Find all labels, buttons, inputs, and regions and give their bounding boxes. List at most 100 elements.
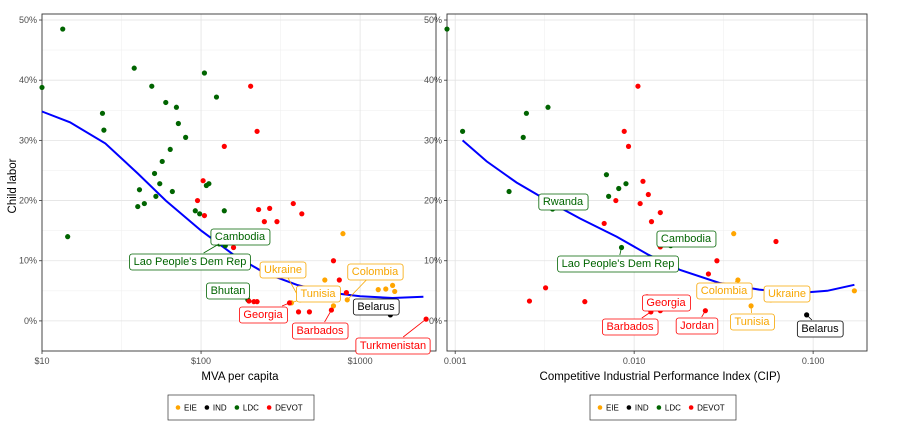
- p1-y-tick-label: 40%: [19, 75, 37, 85]
- p1-point-devot: [254, 299, 260, 305]
- x-axis-title-left: MVA per capita: [201, 371, 279, 383]
- p2-point-ldc: [459, 128, 466, 134]
- p2-point-ldc: [506, 188, 512, 195]
- p1-point-devot: [295, 309, 302, 315]
- p2-point-ldc: [444, 26, 450, 32]
- label-text: Lao People's Dem Rep: [134, 256, 247, 268]
- label-box: [730, 313, 775, 331]
- legend-label-ldc: LDC: [665, 404, 681, 413]
- legend-label-eie: EIE: [606, 404, 619, 413]
- label-text: Cambodia: [215, 231, 266, 243]
- p1-point-devot: [267, 205, 273, 211]
- label-text: Turkmenistan: [360, 340, 426, 352]
- p1-y-tick-label: 50%: [19, 15, 37, 25]
- p2-panel-border: [446, 13, 868, 352]
- p2-point-ldc: [603, 172, 610, 178]
- p2-point-ldc: [520, 134, 526, 140]
- p1-x-tick-label: $100: [191, 356, 211, 366]
- p2-point-ldc: [618, 244, 625, 251]
- p1-point-devot: [221, 143, 227, 149]
- p1-point-ldc: [65, 234, 71, 240]
- p1-point-ldc: [169, 188, 175, 195]
- p1-point-ldc: [141, 200, 147, 207]
- p1-point-devot: [343, 290, 350, 296]
- p1-point-devot: [290, 200, 296, 207]
- label-box: [557, 255, 679, 273]
- p2-point-ldc: [623, 181, 629, 187]
- p1-point-ldc: [60, 26, 66, 32]
- p2-point-devot: [621, 128, 627, 134]
- p1-point-ldc: [183, 134, 189, 140]
- label-box: [206, 282, 250, 300]
- legend-swatch-devot: [266, 405, 272, 410]
- p1-y-tick-label: 30%: [19, 135, 37, 145]
- p2-label-colombia: Colombia: [696, 279, 753, 300]
- p1-point-devot: [274, 219, 280, 225]
- p1-point-ldc: [213, 94, 220, 100]
- label-connector: [701, 310, 706, 318]
- p1-point-devot: [248, 83, 254, 89]
- p1-point-devot: [299, 211, 305, 217]
- label-connector: [346, 278, 368, 301]
- p1-x-tick-label: $10: [34, 356, 49, 366]
- label-box: [259, 261, 307, 279]
- p1-point-devot: [255, 206, 262, 213]
- p2-y-tick-label: 0%: [429, 316, 442, 326]
- p2-y-tick-label: 50%: [424, 15, 442, 25]
- label-box: [642, 294, 691, 312]
- p2-label-belarus: Belarus: [796, 314, 844, 338]
- p2-point-devot: [714, 258, 720, 264]
- p1-point-devot: [194, 197, 201, 204]
- label-text: Tunisia: [300, 288, 336, 300]
- label-box: [696, 282, 753, 300]
- p2-point-devot: [637, 200, 643, 207]
- p2-point-eie: [851, 288, 857, 294]
- label-connector: [203, 243, 220, 254]
- p1-label-bhutan: Bhutan: [206, 282, 250, 300]
- p1-point-ldc: [206, 181, 212, 187]
- p1-point-ldc: [163, 99, 169, 106]
- p1-y-tick-label: 10%: [19, 256, 37, 266]
- chart-panel-2: 0% 10% 20% 30% 40% 50% 0.001 0.010 0.100 Rwanda Ca…: [424, 13, 868, 421]
- p1-point-ldc: [135, 203, 141, 210]
- p2-label-ukraine: Ukraine: [763, 285, 811, 303]
- label-text: Barbados: [606, 321, 654, 333]
- label-box: [602, 318, 659, 336]
- p1-point-eie: [340, 231, 346, 237]
- label-text: Tunisia: [734, 316, 770, 328]
- label-text: Ukraine: [768, 288, 806, 300]
- legend-box: [589, 394, 737, 421]
- p1-point-eie: [389, 282, 396, 289]
- legend-swatch-ind: [626, 405, 632, 410]
- p1-point-ldc: [131, 65, 137, 71]
- label-text: Colombia: [352, 266, 399, 278]
- p1-point-devot: [254, 128, 260, 134]
- label-box: [347, 263, 404, 281]
- p1-point-eie: [330, 303, 337, 309]
- p2-point-devot: [542, 285, 549, 291]
- p2-point-devot: [657, 209, 663, 216]
- label-text: Georgia: [243, 309, 283, 321]
- p2-point-ldc: [523, 110, 530, 116]
- legend-label-eie: EIE: [184, 404, 197, 413]
- label-text: Rwanda: [543, 196, 584, 208]
- p2-x-tick-label: 0.001: [444, 356, 467, 366]
- legend-swatch-eie: [175, 405, 181, 410]
- p1-label-ukraine: Ukraine: [259, 261, 307, 301]
- label-connector: [619, 247, 622, 256]
- p1-point-devot: [336, 277, 342, 283]
- label-text: Barbados: [296, 325, 344, 337]
- label-box: [763, 285, 811, 303]
- p2-x-tick-label: 0.010: [623, 356, 646, 366]
- label-connector: [806, 314, 813, 321]
- legend-label-devot: DEVOT: [697, 404, 725, 413]
- p1-point-ldc: [136, 187, 143, 193]
- p1-y-tick-label: 20%: [19, 196, 37, 206]
- p1-point-eie: [383, 286, 389, 292]
- p2-point-devot: [625, 143, 632, 149]
- p2-label-tunisia: Tunisia: [730, 305, 775, 331]
- p1-point-ldc: [221, 208, 227, 214]
- label-box: [239, 306, 288, 324]
- label-text: Bhutan: [211, 285, 246, 297]
- p1-point-ldc: [192, 208, 198, 214]
